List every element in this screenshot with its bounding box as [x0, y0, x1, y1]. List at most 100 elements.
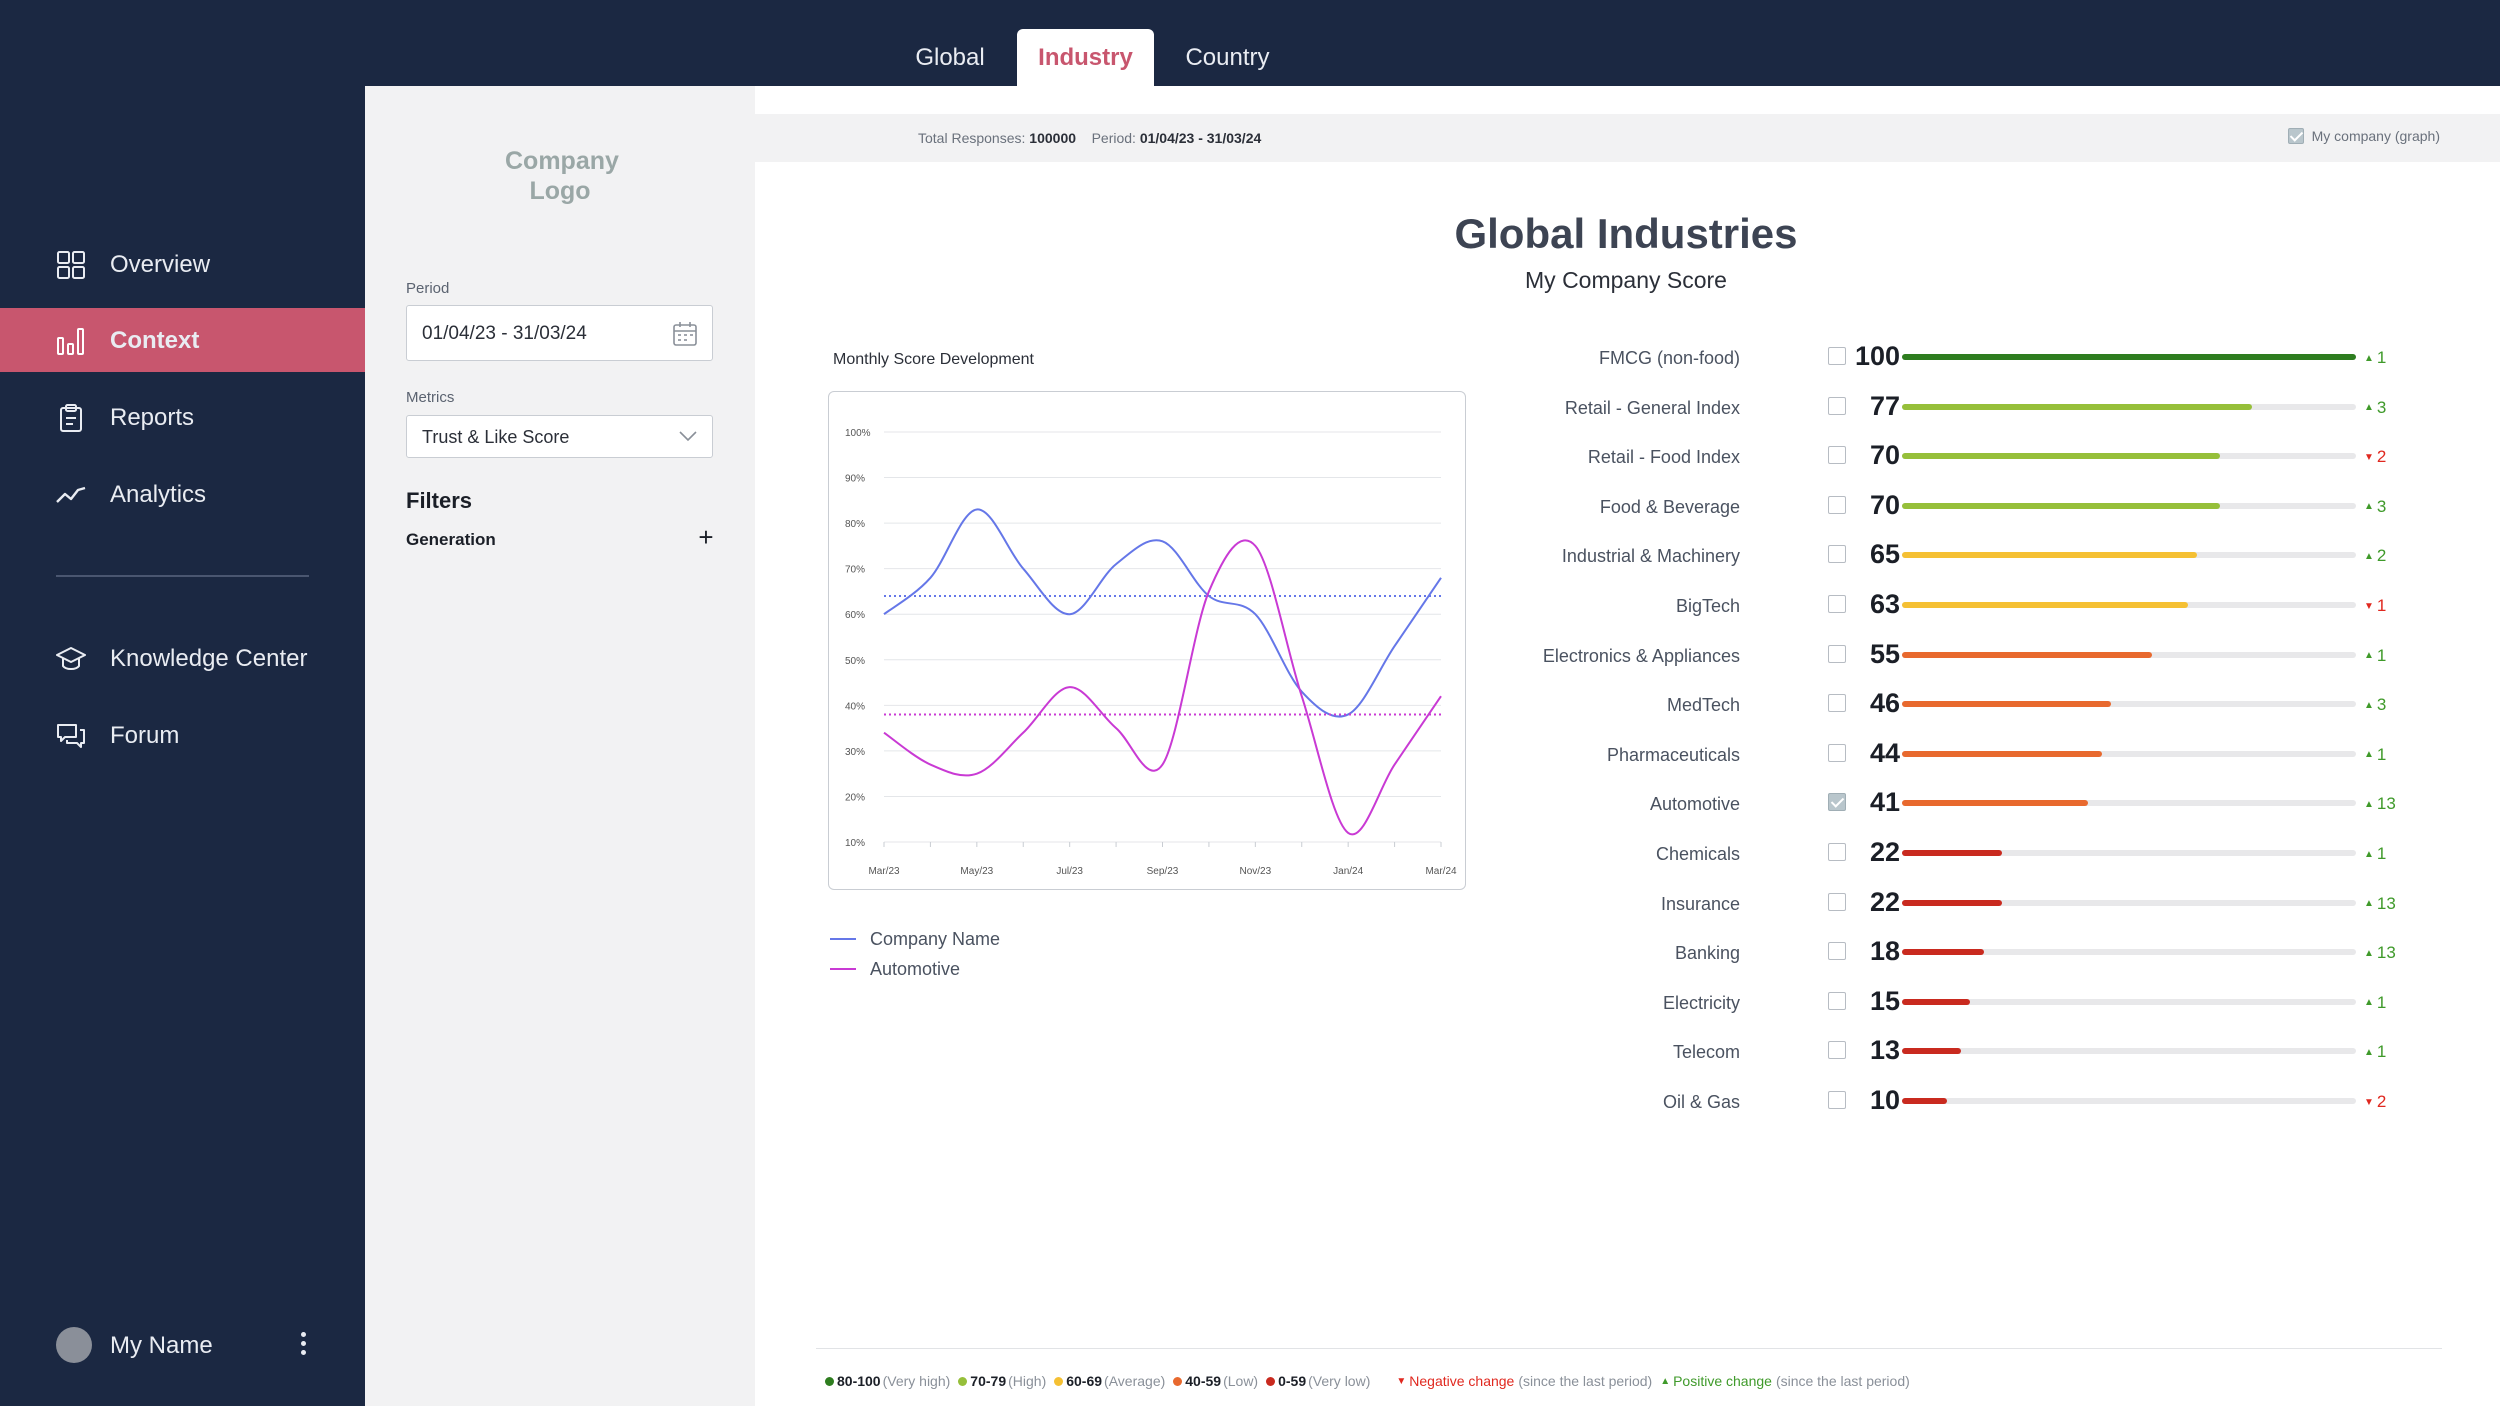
industry-graph-checkbox[interactable] — [1828, 495, 1846, 514]
sidebar-item-label: Analytics — [110, 481, 207, 508]
industry-graph-checkbox[interactable] — [1828, 644, 1846, 663]
legend-swatch — [830, 938, 856, 940]
sidebar-item-knowledge-center[interactable]: Knowledge Center — [0, 626, 365, 690]
tab-country[interactable]: Country — [1185, 43, 1270, 71]
more-options-icon[interactable] — [293, 1329, 313, 1361]
score-bar-fill — [1902, 949, 1984, 956]
industry-score: 46 — [1869, 688, 1900, 719]
my-company-checkbox[interactable] — [2287, 128, 2304, 144]
industry-score: 70 — [1869, 489, 1900, 520]
since-label: (since the last period) — [1518, 1373, 1653, 1389]
chevron-down-icon — [679, 431, 697, 442]
generation-filter-label: Generation — [406, 530, 496, 549]
score-bar-fill — [1902, 552, 2198, 559]
score-bar-fill — [1902, 354, 2356, 360]
change-value: 1 — [2376, 645, 2387, 665]
tab-industry[interactable]: Industry — [1017, 29, 1154, 86]
change-value: 13 — [2376, 794, 2396, 814]
band-color-dot — [825, 1376, 834, 1386]
response-summary: Total Responses: 100000 Period: 01/04/23… — [918, 130, 1261, 146]
score-band-item: 60-69 (Average) — [1054, 1373, 1165, 1389]
my-company-label: My company (graph) — [2311, 128, 2440, 144]
score-change: ▲ 2 — [2364, 546, 2386, 566]
band-label: (High) — [1008, 1373, 1047, 1389]
period-date-field[interactable]: 01/04/23 - 31/03/24 — [406, 305, 713, 361]
industry-graph-checkbox[interactable] — [1828, 942, 1846, 961]
change-value: 1 — [2376, 992, 2387, 1012]
industry-graph-checkbox[interactable] — [1828, 446, 1846, 465]
up-arrow-icon: ▲ — [2364, 997, 2374, 1009]
sidebar-item-context[interactable]: Context — [0, 308, 365, 372]
sidebar-item-analytics[interactable]: Analytics — [0, 462, 365, 526]
industry-graph-checkbox[interactable] — [1828, 545, 1846, 564]
x-tick-label: Jan/24 — [1333, 866, 1363, 877]
score-bar-fill — [1902, 403, 2252, 410]
band-label: (Low) — [1223, 1373, 1259, 1389]
industry-name: Chemicals — [1655, 844, 1740, 864]
since-label: (since the last period) — [1775, 1373, 1910, 1389]
add-generation-filter-button[interactable]: + — [698, 522, 714, 552]
industry-graph-checkbox[interactable] — [1828, 793, 1846, 812]
score-bar-track — [1902, 899, 2356, 906]
industry-graph-checkbox[interactable] — [1828, 743, 1846, 762]
score-bar-fill — [1902, 1098, 1948, 1104]
up-arrow-icon: ▲ — [2364, 798, 2374, 810]
y-tick-label: 90% — [845, 474, 865, 485]
industry-score: 22 — [1869, 886, 1900, 917]
filters-title: Filters — [406, 488, 473, 513]
industry-graph-checkbox[interactable] — [1828, 595, 1846, 613]
score-change: ▲ 1 — [2364, 348, 2386, 368]
my-company-graph-toggle[interactable]: My company (graph) — [2287, 128, 2440, 144]
industry-row: BigTech 63 ▼ 1 — [1560, 584, 2420, 624]
metrics-select[interactable]: Trust & Like Score — [406, 415, 713, 458]
industry-graph-checkbox[interactable] — [1828, 991, 1846, 1010]
industry-row: Insurance 22 ▲ 13 — [1560, 882, 2420, 922]
industry-row: Telecom 13 ▲ 1 — [1560, 1030, 2420, 1070]
sidebar-item-reports[interactable]: Reports — [0, 385, 365, 449]
x-tick-label: Nov/23 — [1239, 866, 1271, 877]
industry-graph-checkbox[interactable] — [1828, 1091, 1846, 1109]
band-range: 70-79 — [970, 1373, 1007, 1389]
legend-item-automotive: Automotive — [830, 954, 1000, 984]
industry-score: 13 — [1869, 1035, 1900, 1066]
industry-graph-checkbox[interactable] — [1828, 347, 1846, 365]
tab-global[interactable]: Global — [915, 43, 985, 71]
sidebar-item-label: Reports — [110, 404, 195, 431]
band-color-dot — [1173, 1376, 1183, 1386]
change-value: 13 — [2376, 893, 2396, 913]
band-color-dot — [1054, 1376, 1064, 1386]
industry-graph-checkbox[interactable] — [1828, 694, 1846, 713]
industry-graph-checkbox[interactable] — [1828, 892, 1846, 911]
up-arrow-icon: ▲ — [2364, 550, 2374, 562]
calendar-icon[interactable] — [672, 321, 698, 347]
industry-score: 77 — [1869, 390, 1900, 421]
x-tick-label: Mar/24 — [1425, 866, 1457, 877]
score-bar-track — [1902, 800, 2356, 807]
score-change: ▲ 1 — [2364, 745, 2386, 765]
up-arrow-icon: ▲ — [2364, 501, 2374, 513]
score-bar-track — [1902, 651, 2356, 658]
score-bar-fill — [1902, 651, 2152, 658]
industry-name: MedTech — [1666, 695, 1740, 716]
industry-graph-checkbox[interactable] — [1828, 1041, 1846, 1060]
x-tick-label: Jul/23 — [1056, 866, 1083, 877]
score-bar-track — [1902, 701, 2356, 708]
industry-graph-checkbox[interactable] — [1828, 843, 1846, 861]
score-band-item: 0-59 (Very low) — [1266, 1373, 1370, 1389]
up-arrow-icon: ▲ — [1660, 1375, 1671, 1387]
industry-graph-checkbox[interactable] — [1828, 396, 1846, 415]
bar-chart-icon — [57, 328, 84, 355]
user-menu[interactable]: My Name — [56, 1325, 316, 1365]
sidebar-item-forum[interactable]: Forum — [0, 703, 365, 767]
avatar[interactable] — [56, 1327, 92, 1363]
band-label: (Very low) — [1308, 1373, 1371, 1389]
top-tab-bar: Global Industry Country — [365, 0, 2500, 86]
change-value: 2 — [2376, 447, 2387, 467]
y-tick-label: 10% — [845, 838, 865, 849]
industry-score: 10 — [1869, 1085, 1900, 1115]
y-tick-label: 60% — [845, 610, 865, 621]
metrics-label: Metrics — [406, 389, 455, 406]
sidebar-item-overview[interactable]: Overview — [0, 232, 365, 296]
industry-name: Banking — [1674, 943, 1740, 964]
band-range: 80-100 — [837, 1373, 881, 1389]
